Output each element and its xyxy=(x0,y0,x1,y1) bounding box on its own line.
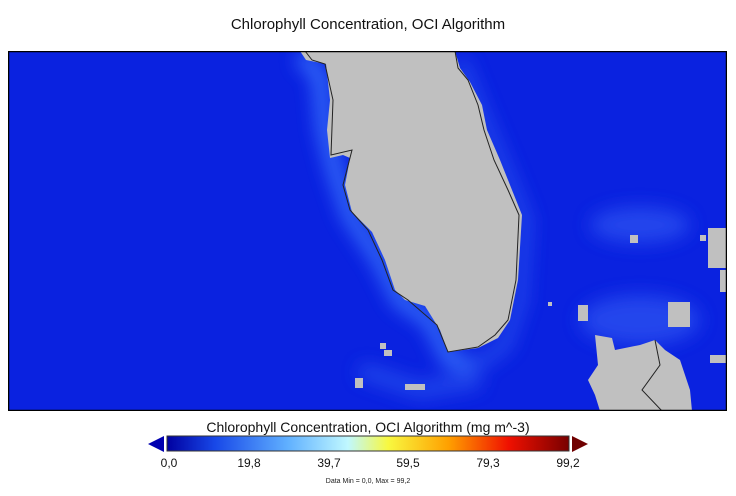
data-range-note: Data Min = 0,0, Max = 99,2 xyxy=(325,478,411,485)
tick-label: 99,2 xyxy=(556,456,580,470)
tick-label: 19,8 xyxy=(237,456,261,470)
tick-label: 0,0 xyxy=(160,456,178,470)
under-range-arrow xyxy=(148,436,164,452)
colorbar-title: Chlorophyll Concentration, OCI Algorithm… xyxy=(206,419,530,435)
map-title: Chlorophyll Concentration, OCI Algorithm xyxy=(230,16,506,33)
tick-label: 59,5 xyxy=(396,456,420,470)
cuba-coastline xyxy=(641,339,663,411)
tick-label: 79,3 xyxy=(476,456,500,470)
colorbar xyxy=(148,435,588,452)
cuba-land xyxy=(588,335,692,411)
coastline xyxy=(304,51,520,353)
over-range-arrow xyxy=(572,436,588,452)
small-islands xyxy=(355,228,727,390)
florida-land xyxy=(300,51,522,352)
tick-label: 39,7 xyxy=(317,456,341,470)
chlorophyll-map xyxy=(8,51,727,411)
